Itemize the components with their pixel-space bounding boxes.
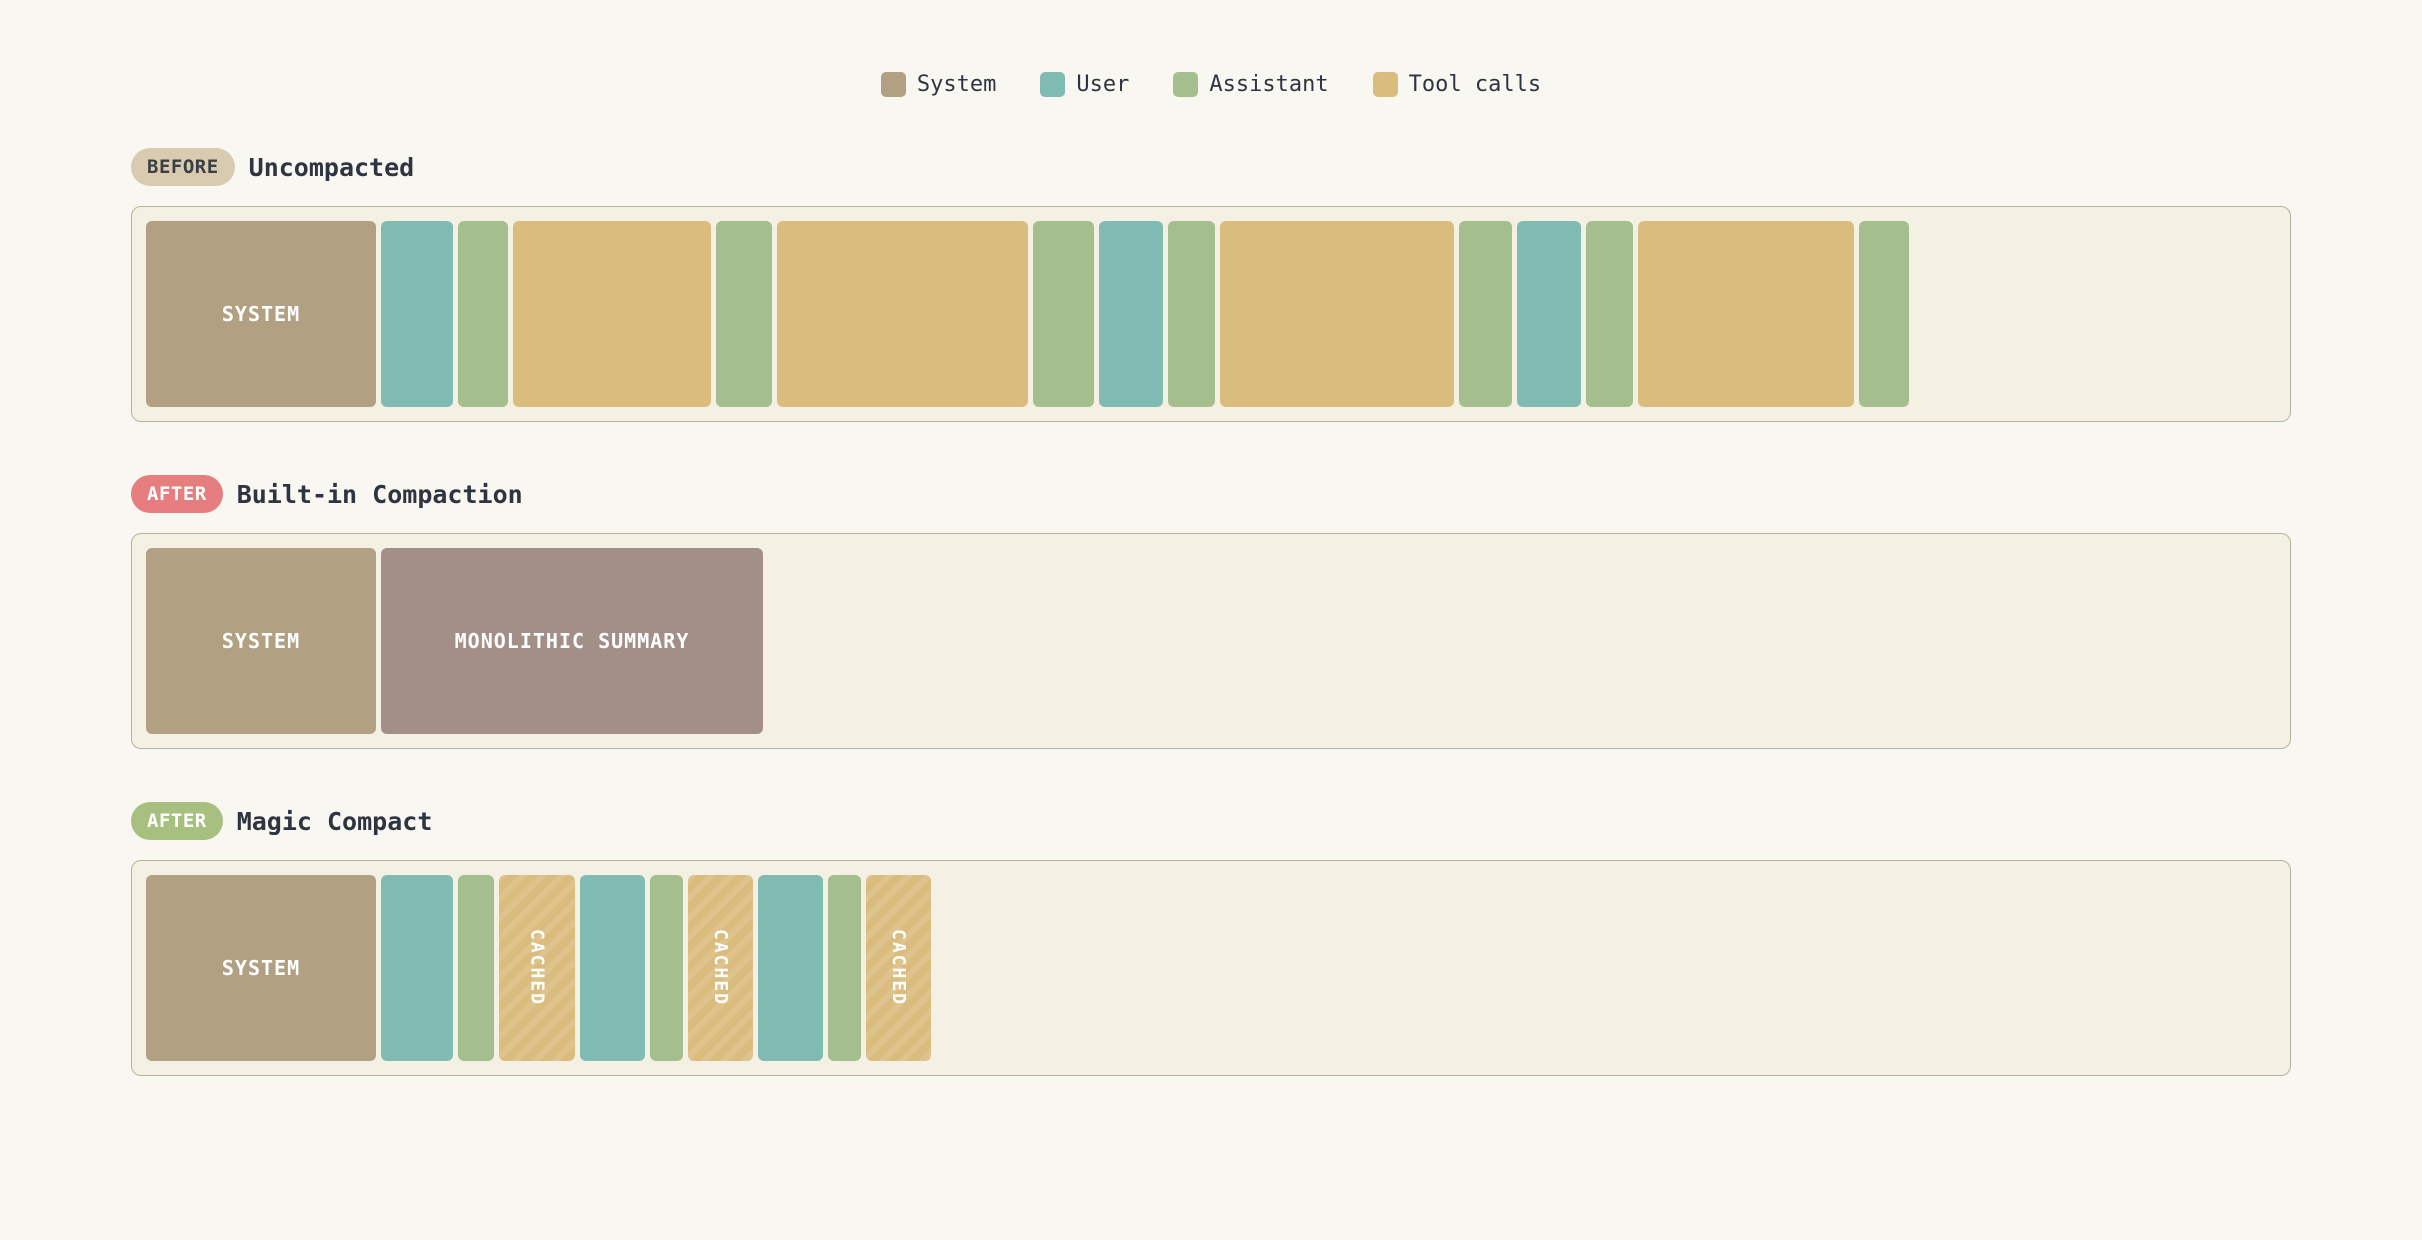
- context-track: SYSTEM: [131, 206, 2291, 422]
- block-label: SYSTEM: [221, 302, 301, 326]
- legend-item-assistant: Assistant: [1173, 72, 1329, 97]
- user-block: [1099, 221, 1163, 407]
- assistant-block: [458, 221, 508, 407]
- block-label: SYSTEM: [221, 956, 301, 980]
- tool-block: [777, 221, 1028, 407]
- legend-item-tool-calls: Tool calls: [1372, 72, 1542, 97]
- user-block: [758, 875, 823, 1061]
- tool-block: CACHED: [866, 875, 931, 1061]
- tool-block: [1638, 221, 1854, 407]
- assistant-block: [1586, 221, 1633, 407]
- system-block: SYSTEM: [146, 548, 376, 734]
- section-built-in-compaction: AFTER Built-in Compaction SYSTEM MONOLITH…: [131, 474, 2291, 749]
- section-header: AFTER Magic Compact: [131, 801, 2291, 841]
- legend-item-user: User: [1040, 72, 1129, 97]
- section-magic-compact: AFTER Magic Compact SYSTEM CACHED CACHED CA…: [131, 801, 2291, 1076]
- legend-swatch-system: [880, 72, 906, 97]
- section-title: Uncompacted: [248, 152, 415, 182]
- after-badge: AFTER: [131, 802, 223, 840]
- tool-block: [1220, 221, 1454, 407]
- system-block: SYSTEM: [146, 221, 376, 407]
- section-header: AFTER Built-in Compaction: [131, 474, 2291, 514]
- section-uncompacted: BEFORE Uncompacted SYSTEM: [131, 147, 2291, 422]
- system-block: SYSTEM: [146, 875, 376, 1061]
- summary-block: MONOLITHIC SUMMARY: [381, 548, 763, 734]
- block-label: MONOLITHIC SUMMARY: [454, 629, 690, 653]
- after-badge: AFTER: [131, 475, 223, 513]
- cached-label: CACHED: [710, 929, 731, 1007]
- legend-item-system: System: [880, 72, 997, 97]
- legend: System User Assistant Tool calls: [0, 72, 2422, 97]
- assistant-block: [1859, 221, 1909, 407]
- tool-block: [513, 221, 711, 407]
- user-block: [381, 875, 453, 1061]
- user-block: [381, 221, 453, 407]
- block-label: SYSTEM: [221, 629, 301, 653]
- legend-swatch-assistant: [1173, 72, 1199, 97]
- legend-label: User: [1076, 72, 1130, 97]
- tool-block: CACHED: [688, 875, 753, 1061]
- assistant-block: [828, 875, 861, 1061]
- legend-label: System: [916, 72, 997, 97]
- context-track: SYSTEM CACHED CACHED CACHED: [131, 860, 2291, 1076]
- assistant-block: [650, 875, 683, 1061]
- legend-label: Assistant: [1209, 72, 1329, 97]
- assistant-block: [1459, 221, 1512, 407]
- section-header: BEFORE Uncompacted: [131, 147, 2291, 187]
- assistant-block: [1033, 221, 1094, 407]
- section-title: Magic Compact: [236, 806, 433, 836]
- user-block: [1517, 221, 1581, 407]
- assistant-block: [458, 875, 494, 1061]
- before-badge: BEFORE: [131, 148, 235, 186]
- cached-label: CACHED: [888, 929, 909, 1007]
- assistant-block: [716, 221, 772, 407]
- legend-swatch-tool-calls: [1372, 72, 1398, 97]
- legend-swatch-user: [1040, 72, 1066, 97]
- assistant-block: [1168, 221, 1215, 407]
- context-track: SYSTEM MONOLITHIC SUMMARY: [131, 533, 2291, 749]
- tool-block: CACHED: [499, 875, 575, 1061]
- section-title: Built-in Compaction: [236, 479, 523, 509]
- cached-label: CACHED: [526, 929, 548, 1007]
- legend-label: Tool calls: [1408, 72, 1542, 97]
- user-block: [580, 875, 645, 1061]
